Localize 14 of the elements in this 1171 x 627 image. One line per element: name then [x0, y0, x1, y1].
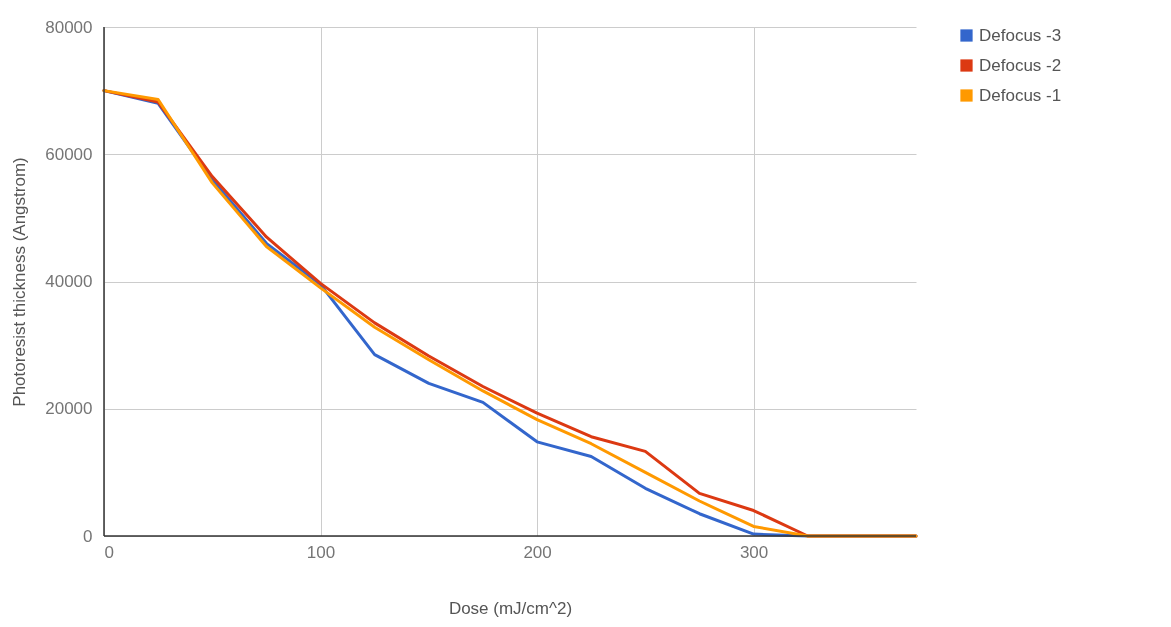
legend-label: Defocus -1	[979, 85, 1062, 105]
x-tick-label: 200	[523, 542, 552, 562]
y-tick-label: 80000	[45, 17, 93, 37]
x-tick-label: 100	[306, 542, 336, 562]
y-tick-label: 40000	[45, 272, 93, 291]
y-tick-label: 60000	[45, 144, 93, 164]
x-axis-title: Dose (mJ/cm^2)	[448, 598, 573, 618]
legend-label: Defocus -2	[979, 55, 1062, 75]
legend-label: Defocus -3	[979, 25, 1062, 45]
y-axis-title: Photoresist thickness (Angstrom)	[10, 157, 30, 407]
y-tick-label: 20000	[45, 399, 93, 419]
x-tick-label: 0	[104, 542, 114, 562]
x-tick-label: 300	[739, 542, 769, 562]
y-tick-label: 0	[83, 526, 93, 546]
